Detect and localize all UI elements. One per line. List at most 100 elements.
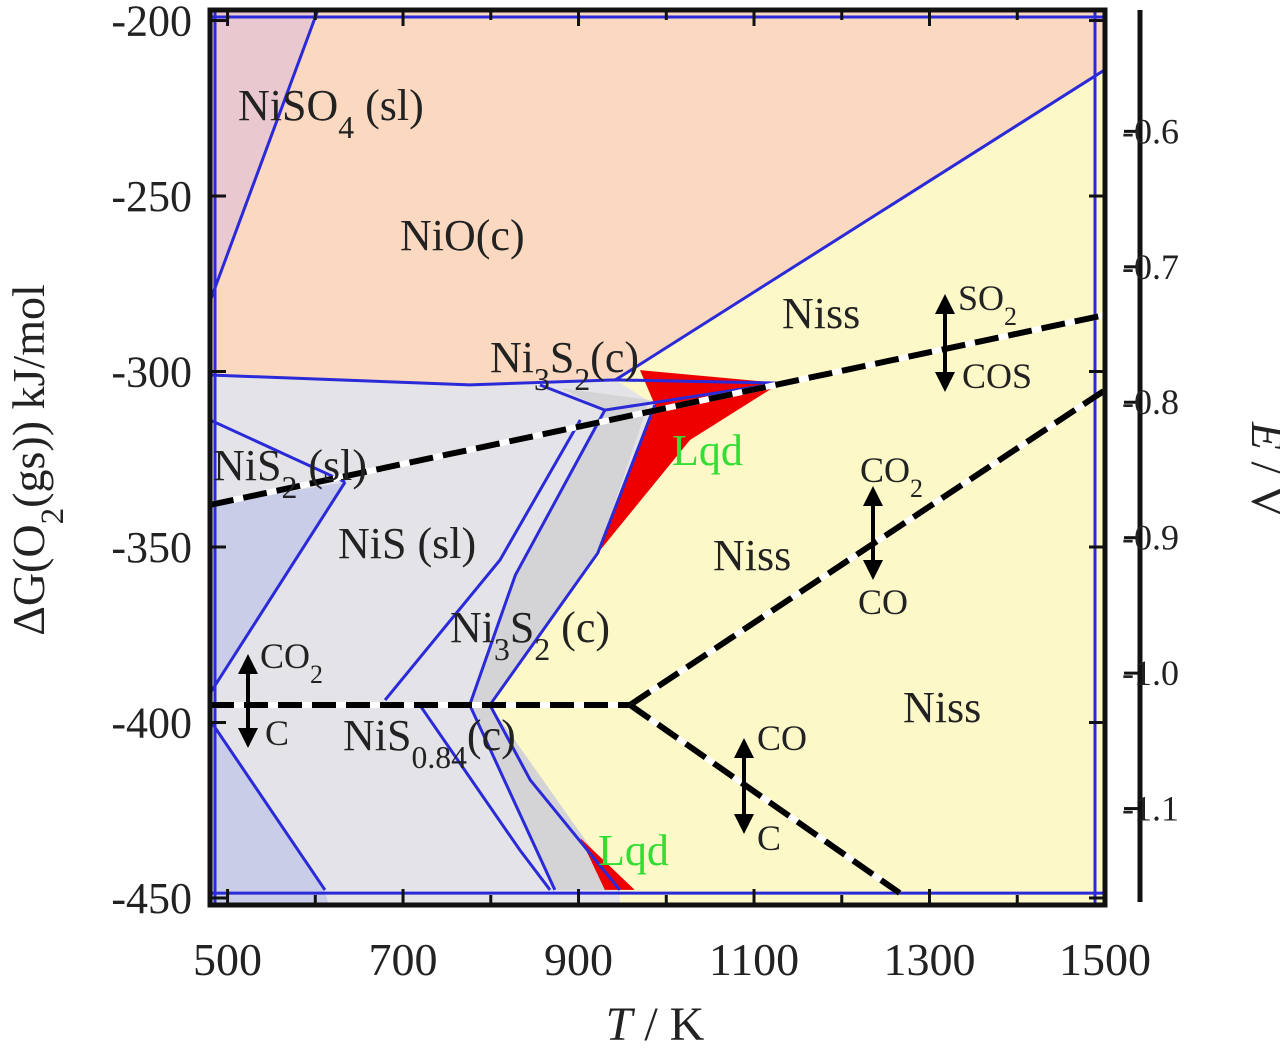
label-part: 2 <box>574 362 590 397</box>
x-tick-label: 1100 <box>709 934 799 985</box>
phase-boundary <box>210 481 347 695</box>
gas-label: CO <box>858 582 908 622</box>
phase-boundary <box>210 418 346 484</box>
phase-boundary <box>210 373 781 387</box>
plot-area <box>210 10 1105 905</box>
x-tick-label: 700 <box>369 934 438 985</box>
region-label: Niss <box>713 531 791 580</box>
x-tick-label: 1500 <box>1059 934 1151 985</box>
label-part: / K <box>632 998 704 1051</box>
label-part: (sl) <box>354 81 424 130</box>
phase-region <box>580 837 635 890</box>
label-part: 0.84 <box>411 740 467 775</box>
plot-frame <box>207 7 1108 908</box>
label-part: NiS <box>213 441 281 490</box>
y2-tick-label: -1.0 <box>1122 653 1179 693</box>
label-part: 2 <box>1004 302 1017 331</box>
region-label: Lqd <box>598 826 669 875</box>
label-part: Lqd <box>672 426 743 475</box>
label-part: Ni <box>490 333 534 382</box>
x-axis-label: T / K <box>606 998 705 1051</box>
y-axis-label: ΔG(O2(gs)) kJ/mol <box>3 284 71 636</box>
phase-boundary <box>418 704 552 891</box>
y-tick-label: -350 <box>111 523 192 572</box>
y2-axis-label: E / V <box>1242 421 1280 518</box>
y-tick-label: -200 <box>111 0 192 46</box>
gas-label: CO2 <box>260 636 323 689</box>
label-part: CO <box>757 718 807 758</box>
x-tick-label: 900 <box>544 934 613 985</box>
label-part: NiO(c) <box>400 211 525 260</box>
y2-tick-label: -0.7 <box>1122 247 1179 287</box>
phase-boundary <box>614 68 1105 382</box>
label-part: Lqd <box>598 826 669 875</box>
region-label: Lqd <box>672 426 743 475</box>
label-part: (sl) <box>297 441 367 490</box>
gas-label: SO2 <box>958 278 1017 331</box>
phase-region <box>469 388 650 890</box>
label-part: S <box>510 603 534 652</box>
region-label: Niss <box>782 289 860 338</box>
label-part: 2 <box>534 632 550 667</box>
label-part: S <box>550 333 574 382</box>
label-part: C <box>265 713 289 753</box>
y-tick-label: -400 <box>111 698 192 747</box>
phase-boundary <box>210 719 327 891</box>
phase-boundary <box>210 10 320 302</box>
label-part: NiS <box>343 711 411 760</box>
region-label: NiS2 (sl) <box>213 441 367 505</box>
label-part: Niss <box>782 289 860 338</box>
region-label: Ni3S2(c) <box>490 333 639 397</box>
gas-label: C <box>265 713 289 753</box>
label-part: 2 <box>910 474 923 503</box>
y-tick-label: -300 <box>111 348 192 397</box>
label-part: NiS (sl) <box>338 519 476 568</box>
label-part: CO <box>858 582 908 622</box>
y-tick-label: -250 <box>111 172 192 221</box>
label-part: CO <box>860 450 910 490</box>
label-part: (c) <box>467 711 516 760</box>
label-part: CO <box>260 636 310 676</box>
label-part: NiSO <box>238 81 338 130</box>
region-label: NiS0.84(c) <box>343 711 516 775</box>
x-tick-label: 1300 <box>884 934 976 985</box>
label-part: C <box>757 818 781 858</box>
y2-tick-label: -0.6 <box>1122 111 1179 151</box>
region-label: Ni3S2 (c) <box>450 603 610 667</box>
gas-label: COS <box>962 356 1032 396</box>
label-part: E <box>1242 421 1280 450</box>
label-part: (c) <box>550 603 610 652</box>
label-part: / V <box>1242 450 1280 518</box>
label-part: (gs)) kJ/mol <box>3 284 54 508</box>
label-part: ΔG(O <box>3 524 54 635</box>
phase-boundary <box>468 409 607 891</box>
label-part: SO <box>958 278 1004 318</box>
region-label: NiSO4 (sl) <box>238 81 424 145</box>
label-part: 2 <box>281 470 297 505</box>
label-part: (c) <box>590 333 639 382</box>
gas-label: CO2 <box>860 450 923 503</box>
y2-tick-label: -0.8 <box>1122 382 1179 422</box>
phase-boundary <box>383 419 582 701</box>
label-part: 2 <box>34 508 71 525</box>
gas-label: C <box>757 818 781 858</box>
region-label: Niss <box>903 683 981 732</box>
label-part: 4 <box>338 110 354 145</box>
gas-label: CO <box>757 718 807 758</box>
label-part: Niss <box>903 683 981 732</box>
equilibrium-line <box>628 702 902 896</box>
label-part: 3 <box>534 362 550 397</box>
y2-tick-label: -1.1 <box>1122 789 1179 829</box>
x-tick-label: 500 <box>193 934 262 985</box>
label-part: COS <box>962 356 1032 396</box>
y2-tick-label: -0.9 <box>1122 518 1179 558</box>
label-part: Ni <box>450 603 494 652</box>
label-part: T <box>606 998 636 1051</box>
phase-region <box>210 10 1105 385</box>
region-label: NiS (sl) <box>338 519 476 568</box>
y-tick-label: -450 <box>111 874 192 923</box>
region-label: NiO(c) <box>400 211 525 260</box>
equilibrium-line <box>210 312 1105 508</box>
